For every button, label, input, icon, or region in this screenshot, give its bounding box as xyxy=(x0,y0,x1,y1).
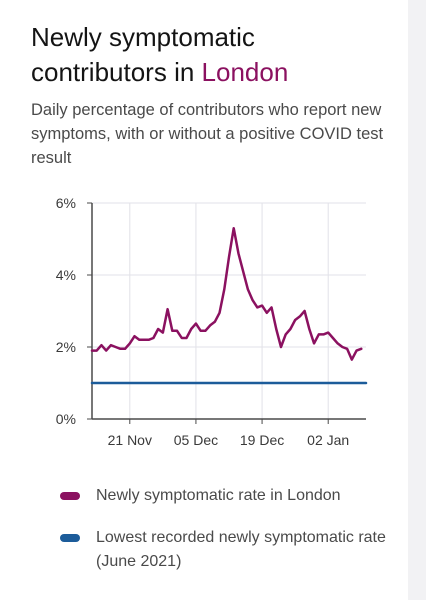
x-tick-label: 05 Dec xyxy=(174,432,218,448)
legend-swatch-lowest-rate xyxy=(60,534,80,542)
chart-subtitle: Daily percentage of contributors who rep… xyxy=(31,101,384,167)
axis-layer: 0% 2% 4% 6% 21 Nov 05 Dec 19 Dec 02 Jan xyxy=(56,195,366,448)
x-tick-label: 02 Jan xyxy=(307,432,349,448)
legend-label-london-rate: Newly symptomatic rate in London xyxy=(96,487,341,504)
x-tick-label: 21 Nov xyxy=(108,432,152,448)
page-right-border xyxy=(408,0,426,600)
series-line-london-rate xyxy=(90,226,363,361)
legend-item-london-rate: Newly symptomatic rate in London xyxy=(60,484,400,508)
legend-item-lowest-rate: Lowest recorded newly symptomatic rate (… xyxy=(60,526,400,574)
series-layer xyxy=(90,226,368,385)
y-tick-label: 4% xyxy=(56,267,76,283)
title-region: London xyxy=(201,57,289,87)
x-tick-label: 19 Dec xyxy=(240,432,284,448)
legend: Newly symptomatic rate in London Lowest … xyxy=(60,484,400,592)
legend-label-lowest-rate: Lowest recorded newly symptomatic rate (… xyxy=(96,529,386,570)
grid-layer xyxy=(92,202,366,420)
y-tick-label: 0% xyxy=(56,411,76,427)
legend-swatch-london-rate xyxy=(60,492,80,500)
line-chart: 0% 2% 4% 6% 21 Nov 05 Dec 19 Dec 02 Jan xyxy=(56,195,368,448)
title-prefix: Newly symptomatic contributors in xyxy=(31,22,255,87)
y-tick-label: 2% xyxy=(56,339,76,355)
chart-title: Newly symptomatic contributors in London xyxy=(31,20,391,90)
chart-card: Newly symptomatic contributors in London… xyxy=(31,20,400,592)
y-tick-label: 6% xyxy=(56,195,76,211)
